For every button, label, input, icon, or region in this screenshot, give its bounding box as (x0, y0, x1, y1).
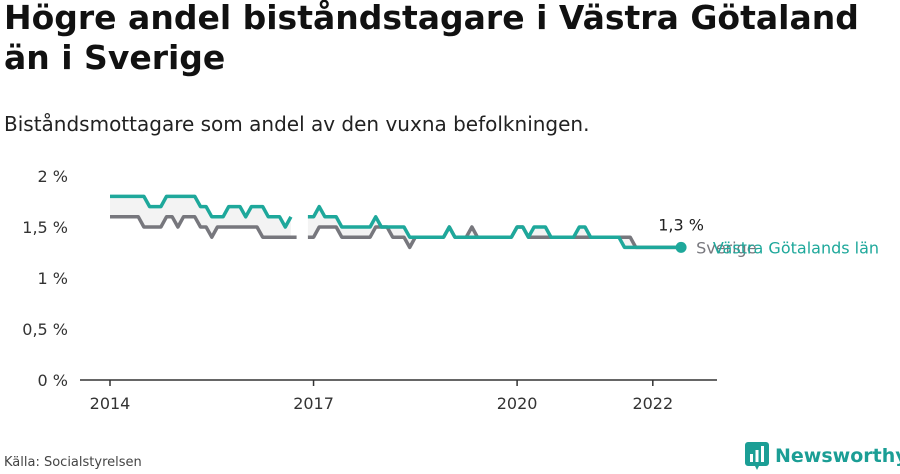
y-tick-label: 0 % (38, 371, 68, 390)
chart-subtitle: Biståndsmottagare som andel av den vuxna… (4, 112, 590, 136)
x-tick-label: 2022 (632, 394, 673, 413)
chart-title: Högre andel biståndstagare i Västra Göta… (4, 0, 859, 77)
y-tick-label: 0,5 % (22, 320, 68, 339)
x-tick-label: 2017 (293, 394, 334, 413)
series-label-sverige: Sverige (696, 238, 757, 257)
y-axis: 0 % 0,5 % 1 % 1,5 % 2 % (22, 167, 68, 390)
series-line (307, 204, 682, 250)
y-tick-label: 1,5 % (22, 218, 68, 237)
brand-logo[interactable]: Newsworthy (745, 441, 900, 471)
bar-chart-logo-icon (745, 442, 769, 470)
end-value-label: 1,3 % (658, 215, 704, 234)
series-layer (110, 194, 682, 250)
series-label-vastra-gotaland: Västra Götalands län (713, 238, 879, 257)
series-line (110, 215, 297, 239)
y-tick-label: 1 % (38, 269, 68, 288)
x-axis: 2014 2017 2020 2022 (80, 379, 717, 413)
brand-name: Newsworthy (775, 445, 900, 467)
series-line (110, 194, 293, 229)
series-vastra-gotaland (110, 194, 682, 250)
source-note: Källa: Socialstyrelsen (4, 455, 142, 470)
y-tick-label: 2 % (38, 167, 68, 186)
x-tick-label: 2020 (497, 394, 538, 413)
end-point-marker (675, 241, 687, 253)
x-tick-label: 2014 (90, 394, 131, 413)
